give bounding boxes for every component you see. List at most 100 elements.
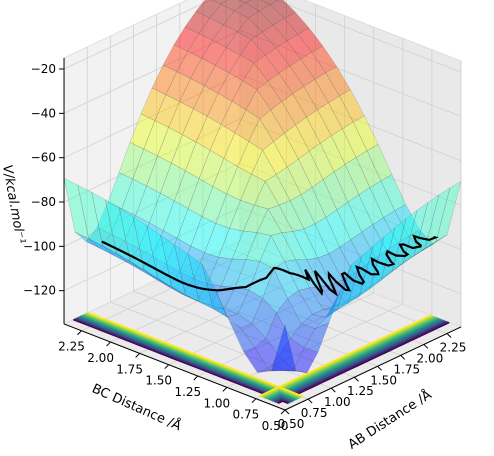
grid-line — [63, 207, 241, 292]
surface-patch — [160, 162, 186, 202]
y-tick — [135, 353, 140, 358]
surface-patch — [270, 323, 297, 372]
surface-patch — [160, 234, 186, 296]
y-tick-label: 1.25 — [174, 385, 201, 399]
surface-patch — [367, 271, 393, 289]
axes — [63, 57, 462, 411]
surface-patch — [411, 241, 437, 258]
surface-patch — [303, 79, 329, 111]
surface-patch — [330, 128, 357, 165]
surface-patch — [223, 10, 249, 33]
surface-patch — [130, 261, 156, 279]
surface-patch — [328, 95, 354, 130]
surface-patch — [185, 294, 211, 306]
x-tick-label: 2.00 — [417, 351, 444, 365]
surface-patch — [253, 180, 280, 210]
y-tick-label: 1.50 — [145, 374, 172, 388]
surface-patch — [88, 238, 114, 256]
surface-patch — [256, 208, 283, 236]
contour-line — [75, 317, 291, 404]
x-tick — [400, 355, 406, 360]
surface-patch — [204, 222, 230, 258]
surface-patch — [193, 85, 219, 117]
surface-patch — [331, 279, 357, 303]
surface-patch — [91, 191, 117, 254]
surface-patch — [345, 288, 371, 303]
surface-patch — [292, 228, 319, 260]
surface-patch — [265, 312, 291, 357]
surface-patch — [135, 185, 161, 224]
x-tick — [307, 398, 313, 404]
surface-patch — [289, 194, 316, 230]
grid-line — [63, 162, 241, 247]
surface-patch — [179, 78, 205, 110]
surface-patch — [154, 94, 180, 128]
surface-patch — [206, 92, 233, 125]
contour-line — [83, 313, 299, 400]
surface-patch — [355, 150, 382, 188]
z-tick-label: −40 — [31, 106, 56, 120]
contour-line — [259, 314, 432, 397]
surface-patch — [273, 132, 299, 168]
surface-patch — [138, 222, 164, 257]
surface-patch — [311, 45, 337, 74]
x-tick — [284, 409, 290, 415]
z-tick-label: −120 — [23, 284, 56, 298]
trajectory — [101, 234, 439, 297]
grid-line — [81, 247, 258, 332]
surface-patch — [269, 0, 296, 19]
surface-patch — [259, 109, 285, 143]
surface-patch — [275, 166, 302, 202]
surface-patch — [352, 115, 379, 152]
surface-patch — [336, 201, 363, 241]
surface-patch — [306, 109, 332, 144]
contour-line — [84, 313, 301, 399]
surface-patch — [201, 39, 227, 66]
surface-patch — [270, 232, 297, 262]
grid-line — [63, 0, 212, 70]
x-tick-label: 2.25 — [440, 341, 467, 355]
z-axis-label: V/kcal.mol⁻¹ — [0, 164, 28, 245]
surface-patch — [77, 184, 103, 247]
surface-patch — [328, 246, 354, 281]
surface-patch — [220, 100, 247, 134]
surface-patch — [215, 47, 241, 74]
surface-patch — [366, 143, 393, 182]
surface-patch — [231, 80, 258, 111]
surface-patch — [250, 31, 277, 56]
surface-patch — [237, 289, 264, 324]
contour-line — [86, 312, 303, 398]
contour-line — [77, 316, 294, 402]
surface-patch — [231, 230, 258, 260]
y-tick — [222, 386, 228, 392]
surface-patch — [229, 321, 255, 353]
surface-patch — [264, 47, 291, 74]
surface-patch — [157, 127, 183, 164]
surface-patch — [323, 302, 349, 310]
grid-line — [225, 247, 448, 334]
contour-line — [269, 318, 442, 401]
surface-patch — [211, 0, 228, 5]
surface-patch — [297, 150, 324, 188]
surface-patch — [209, 3, 235, 26]
surface-patch — [383, 210, 409, 244]
surface-patch — [165, 71, 191, 102]
surface-patch — [245, 89, 272, 120]
x-tick — [423, 344, 429, 349]
surface-patch — [264, 174, 291, 206]
y-tick — [251, 398, 257, 404]
surface-patch — [242, 62, 269, 90]
contour-line — [73, 318, 289, 405]
surface-patch — [226, 166, 252, 201]
surface-patch — [400, 248, 426, 265]
contour-line — [276, 321, 449, 404]
surface-patch — [179, 245, 206, 280]
surface-patch — [258, 4, 285, 26]
surface-patch — [317, 253, 343, 286]
y-tick — [77, 330, 82, 336]
surface-patch — [272, 18, 299, 42]
surface-patch — [336, 254, 363, 311]
surface-patch — [259, 234, 286, 270]
